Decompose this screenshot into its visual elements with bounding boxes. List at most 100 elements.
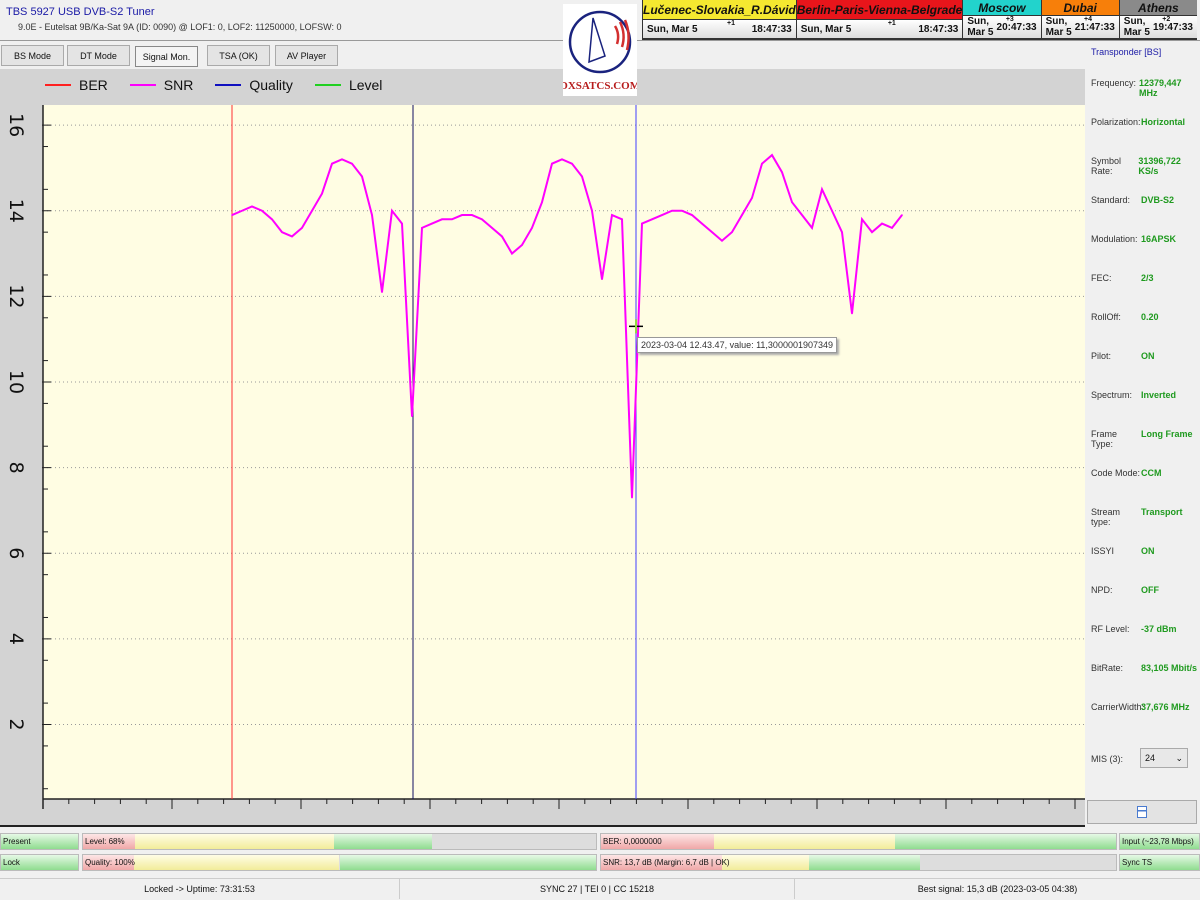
data-point [491,227,493,229]
clock-date: Sun, Mar 5 [967,16,994,38]
data-point [341,158,343,161]
data-point [761,162,763,165]
data-point [871,231,873,233]
data-point [781,171,783,174]
mis-label-row: MIS (3): [1091,754,1141,764]
world-clocks: Lučenec-Slovakia_R.Dávid Sun, Mar 5 +1 18:… [642,0,1197,40]
status-bar: Locked -> Uptime: 73:31:53 SYNC 27 | TEI… [0,878,1200,899]
clock-time-row: Sun, Mar 5 +3 20:47:33 [963,15,1041,38]
tab-av-player[interactable]: AV Player [275,45,338,66]
data-point [591,209,593,212]
data-point [421,227,423,229]
transponder-row: Frame Type: Long Frame [1091,429,1193,449]
snr-meter: SNR: 13,7 dB (Margin: 6,7 dB | OK) [600,854,1117,871]
panel-toggle-button[interactable] [1087,800,1197,824]
data-point [751,197,753,199]
data-point [901,214,903,216]
data-point [311,209,313,212]
data-point [671,209,673,212]
legend-label: Quality [249,77,293,93]
input-indicator: Input (~23,78 Mbps) [1119,833,1200,850]
data-point [441,218,443,221]
data-point [831,209,833,212]
row-key: Symbol Rate: [1091,156,1122,176]
row-value: ON [1141,546,1155,556]
transponder-row: RollOff: 0.20 [1091,312,1159,322]
mis-select[interactable]: 24 ⌄ [1140,748,1188,768]
y-tick-label: 14 [5,199,27,223]
data-point [451,218,453,221]
row-key: Stream type: [1091,507,1121,527]
data-point [521,244,523,246]
clock-time: 18:47:33 [751,23,792,35]
clock-date: Sun, Mar 5 [647,23,698,35]
data-point [541,201,543,203]
meter-fill [135,834,335,849]
chevron-down-icon: ⌄ [1175,752,1183,763]
legend-label: Level [348,77,383,93]
data-point [701,222,703,225]
data-point [681,209,683,212]
row-value: Inverted [1141,390,1177,400]
legend-item-snr[interactable]: SNR [129,77,194,93]
clock-city: Lučenec-Slovakia_R.Dávid [643,0,796,19]
data-point [661,214,663,216]
y-tick-label: 8 [5,462,27,474]
data-point [461,214,463,216]
data-point [801,214,803,216]
row-value: Horizontal [1141,117,1185,127]
clock-time: 20:47:33 [996,21,1037,33]
meter-fill [83,834,136,849]
ber-meter: BER: 0,0000000 [600,833,1117,850]
data-point [571,162,573,165]
data-point [841,231,843,233]
input-label: Input (~23,78 Mbps) [1122,837,1194,846]
data-point [401,222,403,225]
clock-city: Berlin-Paris-Vienna-Belgrade [796,0,963,19]
transponder-row: ISSYI ON [1091,546,1155,556]
panel-title: Transponder [BS] [1091,47,1162,57]
transponder-row: Spectrum: Inverted [1091,390,1176,400]
tab-signal-mon[interactable]: Signal Mon. [135,46,198,67]
tab-dt-mode[interactable]: DT Mode [67,45,130,66]
clock-date: Sun, Mar 5 [1123,16,1150,38]
legend-item-quality[interactable]: Quality [215,77,293,93]
clock-time-row: Sun, Mar 5 +1 18:47:33 [643,19,796,38]
clock-time-row: Sun, Mar 5 +4 21:47:33 [1041,15,1119,38]
row-key: Frequency: [1091,78,1137,88]
row-value: Long Frame [1141,429,1193,439]
clock-date: Sun, Mar 5 [1045,16,1072,38]
data-point [321,192,323,195]
legend-label: SNR [163,77,194,93]
row-key: FEC: [1091,273,1112,283]
meter-fill [601,834,715,849]
snr-label: SNR: 13,7 dB (Margin: 6,7 dB | OK) [603,858,730,867]
data-point [281,231,283,233]
y-tick-label: 2 [5,718,27,730]
legend-item-level[interactable]: Level [314,77,383,93]
tab-bs-mode[interactable]: BS Mode [1,45,64,66]
svg-text:DXSATCS.COM: DXSATCS.COM [563,80,637,92]
row-value: 37,676 MHz [1141,702,1190,712]
transponder-row: Frequency: 12379,447 MHz [1091,78,1200,98]
data-point [561,158,563,161]
clock-city: Dubai [1041,0,1119,15]
transponder-row: Code Mode: CCM [1091,468,1162,478]
row-value: 12379,447 MHz [1139,78,1182,98]
row-key: RF Level: [1091,624,1130,634]
row-key: CarrierWidth: [1091,702,1145,712]
row-value: -37 dBm [1141,624,1177,634]
data-point [551,162,553,165]
legend-swatch [45,84,71,86]
row-key: NPD: [1091,585,1113,595]
transponder-row: CarrierWidth: 37,676 MHz [1091,702,1190,712]
dxsatcs-logo: DXSATCS.COM [563,4,637,96]
data-point [641,222,643,225]
legend-item-ber[interactable]: BER [45,77,108,93]
data-point [711,231,713,233]
signal-chart[interactable]: 16 14 12 10 8 6 4 2 [0,69,1085,827]
legend-swatch [129,84,156,86]
data-point [391,209,393,212]
tab-tsa[interactable]: TSA (OK) [207,45,270,66]
data-point [351,162,353,165]
